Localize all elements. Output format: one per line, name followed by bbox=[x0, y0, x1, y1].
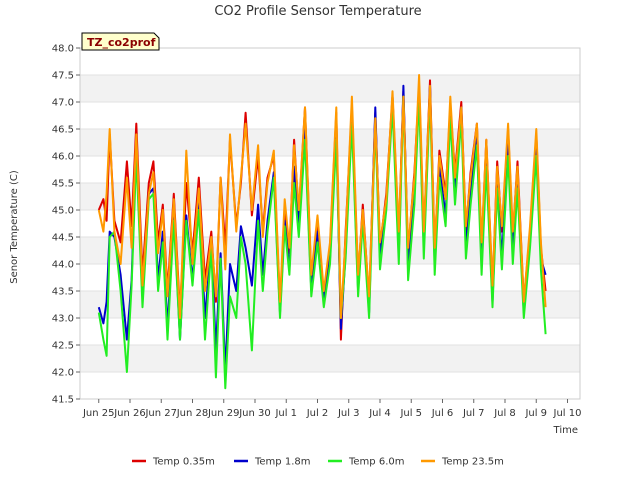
site-tag: TZ_co2prof bbox=[81, 32, 160, 51]
legend-label: Temp 23.5m bbox=[441, 457, 504, 468]
x-tick-label: Jun 30 bbox=[238, 408, 271, 419]
y-tick-label: 46.0 bbox=[52, 152, 74, 163]
y-tick-label: 48.0 bbox=[52, 44, 74, 55]
grid-band bbox=[80, 75, 580, 102]
x-tick-label: Jul 3 bbox=[337, 408, 360, 419]
x-tick-label: Jul 6 bbox=[431, 408, 454, 419]
y-tick-label: 47.5 bbox=[52, 71, 74, 82]
y-axis-ticks: 41.5 42.0 42.5 43.0 43.5 44.0 44.5 45.0 45.5 46.0… bbox=[52, 44, 80, 406]
x-tick-label: Jul 10 bbox=[553, 408, 582, 419]
legend-label: Temp 0.35m bbox=[152, 457, 215, 468]
x-tick-label: Jun 27 bbox=[144, 408, 177, 419]
plot-frame bbox=[79, 47, 581, 400]
site-tag-box bbox=[81, 32, 160, 51]
x-tick-label: Jul 5 bbox=[399, 408, 422, 419]
grid-band bbox=[80, 129, 580, 156]
y-tick-label: 47.0 bbox=[52, 98, 74, 109]
x-tick-label: Jul 7 bbox=[462, 408, 485, 419]
y-tick-label: 42.0 bbox=[52, 368, 74, 379]
series-lines bbox=[97, 74, 547, 390]
y-tick-label: 45.5 bbox=[52, 179, 74, 190]
grid-band bbox=[80, 345, 580, 372]
legend-label: Temp 6.0m bbox=[348, 457, 404, 468]
y-tick-label: 45.0 bbox=[52, 206, 74, 217]
x-tick-label: Jul 1 bbox=[274, 408, 297, 419]
legend-label: Temp 1.8m bbox=[254, 457, 310, 468]
x-tick-label: Jun 29 bbox=[207, 408, 240, 419]
y-tick-label: 44.5 bbox=[52, 233, 74, 244]
grid-band bbox=[80, 291, 580, 318]
chart-title: CO2 Profile Sensor Temperature bbox=[214, 4, 421, 19]
series-line-4 bbox=[97, 74, 547, 319]
y-tick-label: 41.5 bbox=[52, 395, 74, 406]
x-tick-label: Jun 28 bbox=[176, 408, 209, 419]
x-axis-label: Time bbox=[553, 425, 578, 436]
x-axis-ticks: Jun 25 Jun 26 Jun 27 Jun 28 Jun 29 Jun 30 Jul … bbox=[82, 399, 582, 419]
y-tick-label: 43.0 bbox=[52, 314, 74, 325]
x-tick-label: Jun 26 bbox=[113, 408, 146, 419]
x-tick-label: Jul 9 bbox=[524, 408, 547, 419]
site-tag-label: TZ_co2prof bbox=[87, 36, 156, 49]
y-tick-label: 44.0 bbox=[52, 260, 74, 271]
x-tick-label: Jul 4 bbox=[368, 408, 391, 419]
y-tick-label: 42.5 bbox=[52, 341, 74, 352]
y-axis-label: Senor Temperature (C) bbox=[9, 170, 20, 284]
y-tick-label: 46.5 bbox=[52, 125, 74, 136]
x-tick-label: Jul 2 bbox=[306, 408, 329, 419]
series-line-3 bbox=[97, 95, 547, 390]
x-tick-label: Jul 8 bbox=[493, 408, 516, 419]
y-tick-label: 43.5 bbox=[52, 287, 74, 298]
x-tick-label: Jun 25 bbox=[82, 408, 115, 419]
legend: Temp 0.35m Temp 1.8m Temp 6.0m Temp 23.5m bbox=[132, 457, 504, 468]
